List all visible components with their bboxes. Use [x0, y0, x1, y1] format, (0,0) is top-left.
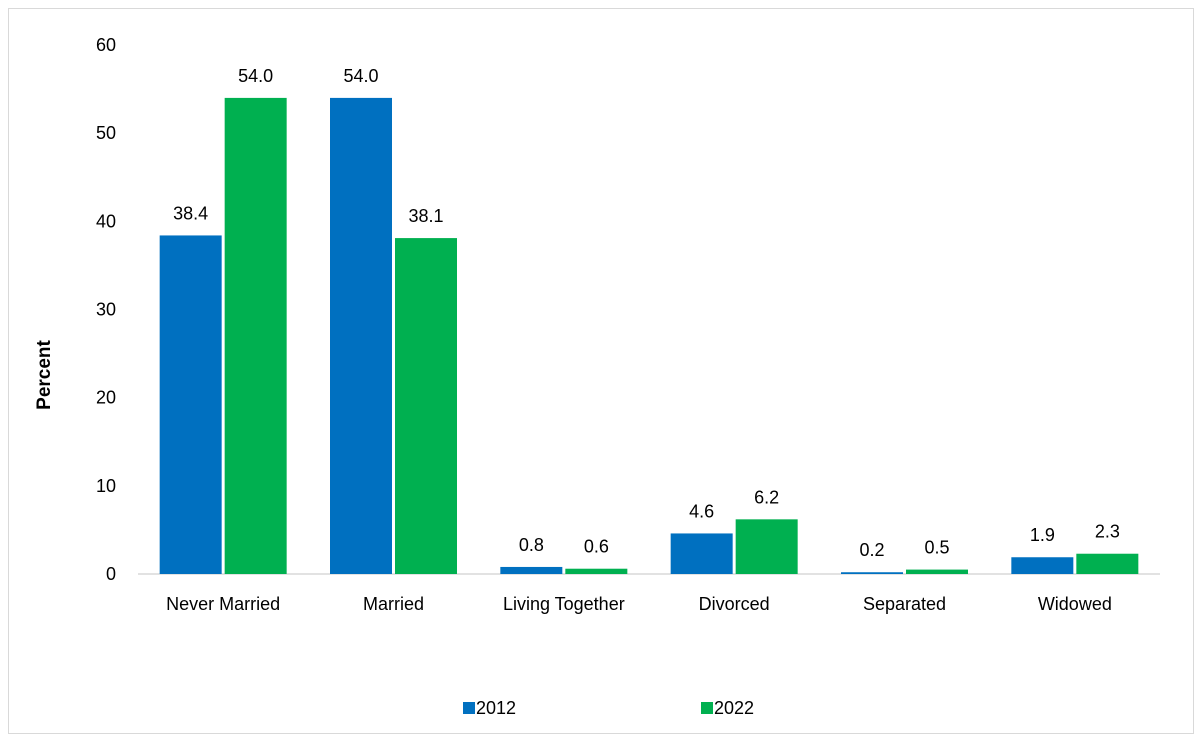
x-tick-label: Divorced [699, 594, 770, 614]
y-tick-label: 20 [96, 388, 116, 408]
data-label: 54.0 [343, 66, 378, 86]
data-label: 38.4 [173, 203, 208, 223]
bar-2022-married [395, 238, 457, 574]
y-tick-label: 60 [96, 35, 116, 55]
bar-2022-divorced [735, 519, 798, 574]
bar-2012-divorced [670, 533, 733, 574]
x-axis: Never Married Married Living Together Divor… [138, 573, 1160, 614]
x-tick-label: Living Together [503, 594, 625, 614]
bar-2012-living-together [500, 566, 563, 574]
data-label: 4.6 [689, 501, 714, 521]
data-labels: 38.4 54.0 0.8 4.6 0.2 1.9 54.0 38.1 0.6 6.2 0.5 2.3 [173, 66, 1120, 560]
data-label: 6.2 [754, 487, 779, 507]
data-label: 0.6 [584, 537, 609, 557]
x-tick-label: Never Married [166, 594, 280, 614]
legend-swatch-2012 [463, 702, 475, 714]
x-tick-label: Married [363, 594, 424, 614]
y-axis: 0 10 20 30 40 50 60 [96, 35, 116, 584]
data-label: 54.0 [238, 66, 273, 86]
y-tick-label: 40 [96, 211, 116, 231]
y-tick-label: 50 [96, 123, 116, 143]
y-tick-label: 30 [96, 300, 116, 320]
data-label: 0.5 [924, 538, 949, 558]
x-tick-label: Separated [863, 594, 946, 614]
y-tick-label: 0 [106, 564, 116, 584]
legend-label-2012: 2012 [476, 698, 516, 718]
data-label: 2.3 [1095, 522, 1120, 542]
bar-2022-living-together [565, 568, 628, 574]
x-tick-label: Widowed [1038, 594, 1112, 614]
legend: 2012 2022 [463, 698, 754, 718]
bar-2022-separated [906, 569, 968, 574]
legend-swatch-2022 [701, 702, 713, 714]
data-label: 0.8 [519, 535, 544, 555]
bar-2012-separated [841, 572, 903, 574]
bar-2022-never-married [224, 97, 287, 575]
data-label: 0.2 [859, 540, 884, 560]
y-tick-label: 10 [96, 476, 116, 496]
y-axis-title: Percent [34, 339, 55, 409]
bars [159, 97, 1139, 575]
bar-2012-widowed [1011, 557, 1074, 574]
bar-2012-married [330, 97, 392, 575]
legend-label-2022: 2022 [714, 698, 754, 718]
bar-2022-widowed [1076, 553, 1139, 574]
bar-2012-never-married [159, 235, 222, 574]
data-label: 1.9 [1030, 525, 1055, 545]
data-label: 38.1 [408, 206, 443, 226]
